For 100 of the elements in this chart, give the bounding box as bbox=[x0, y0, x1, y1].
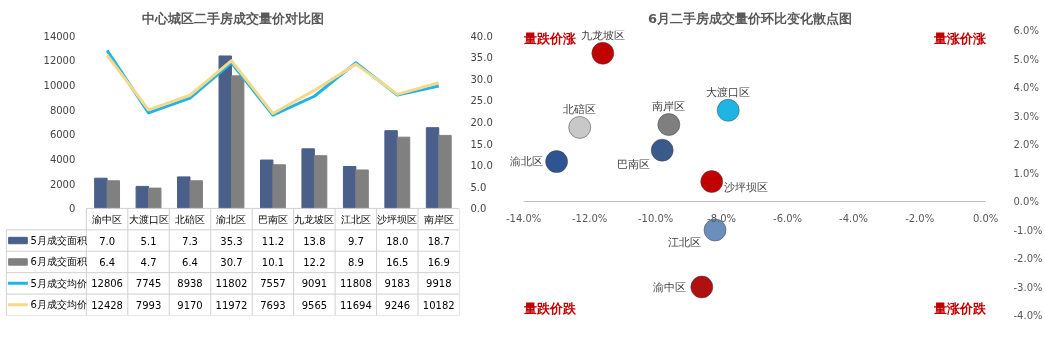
bar bbox=[438, 134, 452, 209]
series-label: 渝中区 bbox=[652, 280, 686, 294]
x-tick-label: 渝北区 bbox=[216, 213, 247, 225]
series-label: 大渡口区 bbox=[706, 85, 751, 99]
bar bbox=[135, 185, 150, 209]
data-label: 6.4 bbox=[99, 256, 116, 268]
data-label: 12806 bbox=[91, 278, 123, 290]
data-label: 5.1 bbox=[140, 235, 157, 247]
point bbox=[545, 150, 568, 173]
bar bbox=[313, 155, 328, 209]
data-label: 9091 bbox=[301, 278, 328, 290]
data-label: 9918 bbox=[426, 278, 452, 290]
x-tick-label: -6.0% bbox=[773, 212, 803, 224]
data-label: 16.5 bbox=[386, 256, 409, 268]
annotation: 量涨价涨 bbox=[932, 30, 987, 46]
y2-tick-label: 10.0 bbox=[470, 160, 493, 172]
y2-tick-label: 5.0 bbox=[470, 181, 487, 193]
data-label: 16.9 bbox=[427, 256, 450, 268]
y2-tick-label: 40.0 bbox=[470, 30, 493, 42]
x-tick-label: -10.0% bbox=[637, 212, 674, 224]
bar bbox=[259, 159, 274, 209]
data-label: 30.7 bbox=[220, 256, 243, 268]
point bbox=[650, 138, 674, 162]
data-label: 18.0 bbox=[386, 235, 409, 247]
y-tick-label: 14000 bbox=[43, 30, 76, 42]
data-label: 7693 bbox=[260, 299, 286, 311]
data-label: 9246 bbox=[384, 299, 411, 311]
series-label: 巴南区 bbox=[617, 157, 651, 171]
point bbox=[568, 116, 591, 139]
data-label: 9.7 bbox=[347, 235, 364, 247]
series-label: 北碚区 bbox=[563, 102, 597, 116]
chart-title: 6月二手房成交量价环比变化散点图 bbox=[647, 10, 853, 26]
bar bbox=[272, 164, 286, 209]
y2-tick-label: 35.0 bbox=[470, 52, 493, 64]
x-tick-label: -8.0% bbox=[707, 212, 737, 224]
y-tick-label: -2.0% bbox=[1013, 253, 1043, 264]
data-label: 12.2 bbox=[303, 256, 326, 268]
x-tick-label: -12.0% bbox=[571, 212, 608, 224]
bar bbox=[230, 75, 245, 209]
series-label: 南岸区 bbox=[652, 100, 686, 114]
bar bbox=[189, 180, 203, 209]
data-label: 10182 bbox=[422, 299, 455, 311]
x-tick-label: 沙坪坝区 bbox=[377, 213, 418, 225]
data-label: 7557 bbox=[260, 278, 286, 290]
bar bbox=[355, 169, 369, 209]
x-tick-label: 江北区 bbox=[340, 213, 371, 225]
data-label: 18.7 bbox=[427, 235, 450, 247]
y2-tick-label: 25.0 bbox=[470, 95, 493, 107]
point bbox=[716, 99, 740, 122]
data-label: 11694 bbox=[339, 299, 372, 311]
bar bbox=[301, 148, 315, 209]
data-label: 11808 bbox=[339, 278, 372, 290]
y-tick-label: 4.0% bbox=[1013, 82, 1039, 93]
bar bbox=[106, 180, 121, 209]
point bbox=[700, 170, 723, 193]
y-tick-label: 4000 bbox=[49, 154, 76, 166]
x-tick-label: 南岸区 bbox=[423, 213, 454, 225]
data-label: 10.1 bbox=[261, 256, 285, 268]
legend-label: 5月成交均价 bbox=[30, 277, 87, 289]
data-label: 7.0 bbox=[99, 235, 116, 247]
data-label: 13.8 bbox=[303, 235, 326, 247]
annotation: 量跌价涨 bbox=[522, 30, 577, 46]
y2-tick-label: 0.0 bbox=[470, 203, 487, 215]
point bbox=[690, 275, 714, 299]
x-tick-label: -14.0% bbox=[505, 212, 542, 224]
y-tick-label: -1.0% bbox=[1013, 224, 1043, 236]
y-tick-label: 6000 bbox=[49, 129, 76, 141]
x-tick-label: -2.0% bbox=[905, 212, 935, 224]
y-tick-label: 0 bbox=[68, 203, 76, 215]
y-tick-label: 0.0% bbox=[1013, 196, 1039, 207]
bar bbox=[384, 130, 398, 209]
data-label: 4.7 bbox=[140, 256, 157, 268]
y-tick-label: 6.0% bbox=[1013, 25, 1039, 36]
data-label: 9183 bbox=[384, 278, 411, 290]
y-tick-label: 12000 bbox=[43, 55, 76, 67]
y-tick-label: 3.0% bbox=[1013, 110, 1039, 122]
data-label: 6.4 bbox=[182, 256, 198, 268]
y-tick-label: 10000 bbox=[43, 80, 76, 92]
x-tick-label: 北碚区 bbox=[175, 213, 205, 225]
bar bbox=[177, 176, 191, 209]
series-label: 九龙坡区 bbox=[580, 28, 625, 42]
data-label: 8938 bbox=[177, 278, 203, 290]
annotation: 量跌价跌 bbox=[522, 300, 577, 316]
data-label: 7993 bbox=[135, 299, 162, 311]
data-label: 9565 bbox=[301, 299, 328, 311]
data-label: 9170 bbox=[177, 299, 203, 311]
legend-label: 6月成交面积 bbox=[30, 256, 87, 268]
data-label: 7.3 bbox=[182, 235, 198, 247]
x-tick-label: 大渡口区 bbox=[128, 213, 169, 225]
data-label: 11972 bbox=[215, 299, 248, 311]
x-tick-label: 巴南区 bbox=[257, 213, 288, 225]
data-label: 35.3 bbox=[220, 235, 243, 247]
y2-tick-label: 30.0 bbox=[470, 73, 493, 85]
chart-title: 中心城区二手房成交量价对比图 bbox=[141, 10, 324, 26]
y-tick-label: 2.0% bbox=[1013, 139, 1039, 150]
y2-tick-label: 15.0 bbox=[470, 138, 493, 150]
y-tick-label: 5.0% bbox=[1013, 53, 1039, 65]
series-label: 江北区 bbox=[668, 235, 702, 249]
data-label: 11.2 bbox=[261, 235, 285, 247]
bar bbox=[148, 187, 162, 209]
